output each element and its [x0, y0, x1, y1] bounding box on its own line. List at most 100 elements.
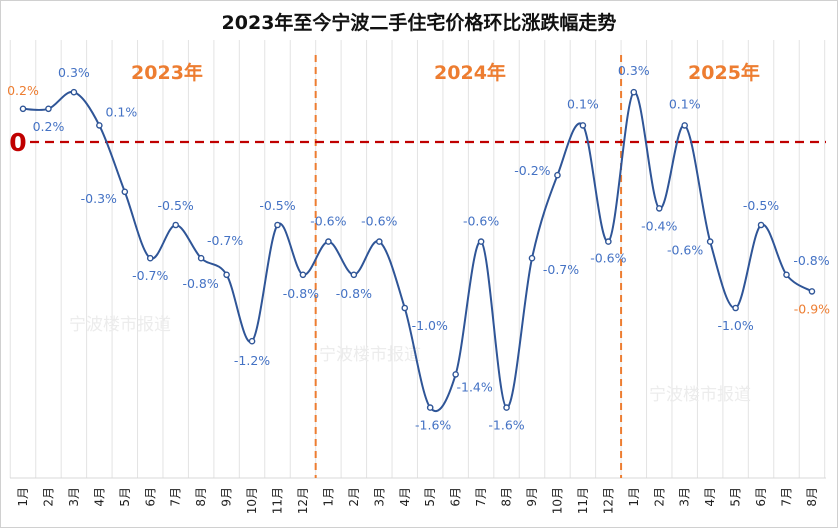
- x-tick-label: 1月: [627, 487, 641, 507]
- data-label: -0.8%: [336, 286, 372, 301]
- zero-label: 0: [9, 128, 26, 157]
- data-label: 0.1%: [567, 96, 599, 111]
- data-label: -0.6%: [310, 214, 346, 229]
- data-label: -0.5%: [158, 198, 194, 213]
- data-label: 0.3%: [58, 65, 90, 80]
- data-label: -1.4%: [457, 379, 493, 394]
- data-point: [783, 271, 790, 279]
- x-tick-label: 1月: [16, 487, 30, 507]
- x-tick-label: 5月: [423, 487, 437, 507]
- x-tick-label: 12月: [296, 487, 310, 514]
- data-point: [630, 88, 638, 96]
- data-point: [554, 171, 561, 179]
- data-point: [197, 254, 205, 262]
- data-label: -0.9%: [794, 301, 830, 316]
- x-tick-label: 9月: [220, 487, 234, 507]
- x-tick-label: 6月: [143, 487, 157, 507]
- x-tick-label: 1月: [321, 487, 335, 507]
- data-label: 0.1%: [105, 104, 137, 119]
- x-tick-label: 7月: [780, 487, 794, 507]
- watermark: 宁波楼市报道: [319, 345, 421, 365]
- x-tick-label: 7月: [169, 487, 183, 507]
- x-tick-label: 9月: [525, 487, 539, 507]
- watermark: 宁波楼市报道: [69, 315, 171, 335]
- year-label: 2025年: [688, 61, 760, 84]
- data-point: [45, 105, 52, 113]
- data-point: [808, 288, 816, 295]
- year-label: 2024年: [434, 61, 506, 84]
- data-label: -0.6%: [667, 243, 703, 258]
- x-tick-label: 11月: [271, 487, 285, 514]
- x-tick-label: 2月: [347, 487, 361, 507]
- data-point: [350, 271, 358, 279]
- data-label: -0.6%: [361, 214, 397, 229]
- data-point: [426, 404, 434, 411]
- x-tick-label: 3月: [67, 487, 81, 507]
- data-point: [146, 254, 154, 262]
- data-label: -0.2%: [514, 163, 550, 178]
- data-point: [605, 238, 612, 245]
- data-point: [401, 304, 409, 312]
- data-label: 0.2%: [33, 119, 65, 134]
- data-point: [172, 221, 179, 229]
- x-tick-label: 10月: [550, 487, 564, 514]
- data-label: -1.6%: [488, 418, 524, 433]
- data-label: -0.4%: [641, 218, 677, 233]
- data-point: [299, 271, 307, 279]
- x-tick-label: 10月: [245, 487, 259, 514]
- data-label: -0.6%: [590, 251, 626, 266]
- x-tick-label: 8月: [194, 487, 208, 507]
- year-label: 2023年: [131, 61, 203, 84]
- x-tick-label: 8月: [805, 487, 819, 507]
- x-tick-label: 3月: [372, 487, 386, 507]
- x-tick-label: 4月: [398, 487, 412, 507]
- x-tick-label: 2月: [652, 487, 666, 507]
- data-label: 0.2%: [7, 83, 39, 98]
- x-tick-label: 5月: [118, 487, 132, 507]
- data-point: [70, 88, 78, 96]
- data-label: -0.8%: [793, 253, 829, 268]
- data-point: [706, 238, 714, 245]
- data-point: [325, 238, 332, 245]
- x-tick-label: 5月: [729, 487, 743, 507]
- x-tick-label: 6月: [754, 487, 768, 507]
- data-point: [528, 254, 536, 262]
- data-point: [96, 122, 103, 129]
- x-tick-label: 11月: [576, 487, 590, 514]
- x-tick-label: 4月: [703, 487, 717, 507]
- data-point: [732, 304, 739, 312]
- data-label: -0.5%: [259, 198, 295, 213]
- data-label: -0.5%: [743, 198, 779, 213]
- data-label: -0.8%: [182, 276, 218, 291]
- watermark: 宁波楼市报道: [649, 385, 751, 405]
- data-label: -0.7%: [207, 233, 243, 248]
- data-point: [19, 105, 27, 113]
- data-point: [655, 205, 663, 212]
- data-point: [248, 337, 256, 345]
- data-point: [579, 122, 587, 129]
- x-tick-label: 2月: [41, 487, 55, 507]
- x-tick-label: 6月: [449, 487, 463, 507]
- x-tick-label: 12月: [601, 487, 615, 514]
- data-label: 0.1%: [669, 96, 701, 111]
- data-label: -0.8%: [283, 286, 319, 301]
- data-point: [274, 221, 281, 229]
- data-label: -0.7%: [543, 262, 579, 277]
- chart-title: 2023年至今宁波二手住宅价格环比涨跌幅走势: [221, 12, 617, 34]
- data-label: -1.0%: [717, 318, 753, 333]
- data-point: [757, 221, 765, 229]
- data-point: [477, 238, 485, 245]
- data-label: 0.3%: [618, 63, 650, 78]
- data-point: [503, 404, 510, 411]
- data-point: [121, 188, 129, 196]
- data-label: -1.6%: [415, 418, 451, 433]
- data-label: -0.7%: [132, 268, 168, 283]
- data-label: -1.0%: [412, 318, 448, 333]
- data-point: [681, 122, 689, 129]
- x-tick-label: 4月: [92, 487, 106, 507]
- data-point: [375, 238, 383, 245]
- x-tick-label: 8月: [500, 487, 514, 507]
- x-tick-label: 7月: [474, 487, 488, 507]
- data-label: -1.2%: [234, 353, 270, 368]
